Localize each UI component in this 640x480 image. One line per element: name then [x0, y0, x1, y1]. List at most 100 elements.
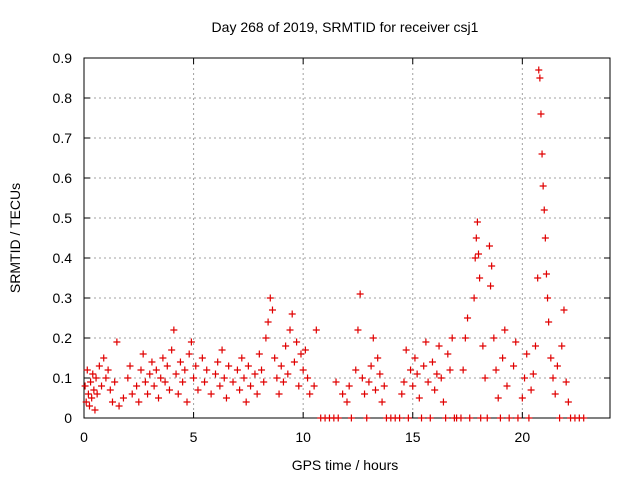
data-point [367, 362, 375, 370]
data-point [431, 386, 439, 394]
data-point [334, 414, 342, 422]
data-point [198, 354, 206, 362]
data-point [81, 382, 89, 390]
data-point [471, 254, 479, 262]
data-point [163, 362, 171, 370]
data-point [488, 262, 496, 270]
data-point [424, 378, 432, 386]
data-point [521, 374, 529, 382]
y-tick-label: 0.7 [53, 130, 73, 146]
data-point [266, 294, 274, 302]
data-point [514, 414, 522, 422]
data-point [494, 394, 502, 402]
data-point [409, 382, 417, 390]
data-point [396, 414, 404, 422]
data-point [88, 394, 96, 402]
data-point [538, 150, 546, 158]
data-point [448, 334, 456, 342]
data-point [301, 346, 309, 354]
data-point [562, 378, 570, 386]
data-point [104, 366, 112, 374]
data-point [542, 270, 550, 278]
data-point [165, 386, 173, 394]
data-point [411, 354, 419, 362]
data-point [556, 414, 564, 422]
data-point [190, 374, 198, 382]
data-point [564, 398, 572, 406]
data-point [236, 386, 244, 394]
data-point [356, 290, 364, 298]
data-point [398, 390, 406, 398]
data-point [505, 414, 513, 422]
x-tick-label: 5 [190, 429, 198, 445]
data-point [529, 370, 537, 378]
y-tick-label: 0.3 [53, 290, 73, 306]
data-point [361, 390, 369, 398]
data-point [297, 350, 305, 358]
data-point [87, 378, 95, 386]
data-point [339, 390, 347, 398]
data-point [415, 394, 423, 402]
data-point [418, 414, 426, 422]
data-point [492, 366, 500, 374]
data-point [413, 370, 421, 378]
data-point [148, 358, 156, 366]
data-point [510, 362, 518, 370]
data-point [312, 326, 320, 334]
data-point [253, 390, 261, 398]
data-point [286, 326, 294, 334]
data-point [293, 338, 301, 346]
data-point [260, 378, 268, 386]
data-point [95, 362, 103, 370]
data-point [496, 414, 504, 422]
data-point [214, 358, 222, 366]
data-point [203, 366, 211, 374]
y-tick-label: 0.2 [53, 330, 73, 346]
data-point [113, 338, 121, 346]
data-point [89, 370, 97, 378]
data-point [295, 382, 303, 390]
data-point [580, 414, 588, 422]
data-point [271, 354, 279, 362]
data-point [343, 398, 351, 406]
y-tick-label: 0.5 [53, 210, 73, 226]
data-point [428, 358, 436, 366]
data-point [201, 378, 209, 386]
data-point [128, 390, 136, 398]
data-point [420, 362, 428, 370]
data-point [229, 378, 237, 386]
y-tick-label: 0 [64, 410, 72, 426]
data-point [407, 366, 415, 374]
data-point [284, 370, 292, 378]
data-point [251, 370, 259, 378]
data-point [82, 398, 90, 406]
data-point [119, 394, 127, 402]
data-point [282, 342, 290, 350]
data-point [549, 374, 557, 382]
axis-ticks: 0 0.1 0.2 0.3 0.4 0.5 0.6 0.7 0.8 0.9 0 5 10 15 20 [53, 50, 610, 445]
data-point [288, 310, 296, 318]
data-point [207, 390, 215, 398]
data-point [183, 398, 191, 406]
data-point [560, 306, 568, 314]
data-point [380, 382, 388, 390]
data-point [225, 362, 233, 370]
data-point [275, 390, 283, 398]
y-axis-label: SRMTID / TECUs [7, 183, 23, 293]
data-point [133, 382, 141, 390]
data-point [369, 334, 377, 342]
data-point [290, 358, 298, 366]
data-point [277, 362, 285, 370]
data-point [435, 342, 443, 350]
data-point [152, 366, 160, 374]
data-point [540, 206, 548, 214]
data-point [444, 350, 452, 358]
data-point [299, 366, 307, 374]
data-point [422, 338, 430, 346]
data-point [220, 374, 228, 382]
y-tick-label: 0.8 [53, 90, 73, 106]
data-point [461, 334, 469, 342]
data-point [264, 318, 272, 326]
data-point [404, 414, 412, 422]
data-point [512, 338, 520, 346]
